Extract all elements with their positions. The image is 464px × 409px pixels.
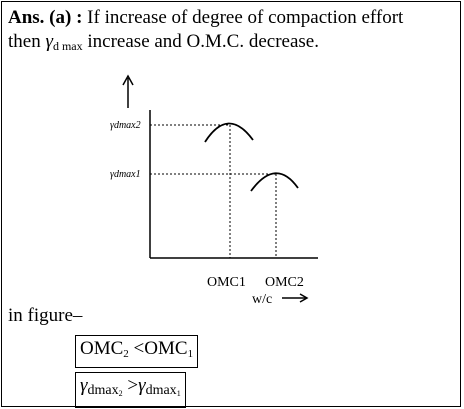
omc-right: OMC [144,338,188,359]
y-tick-lower: γdmax1 [110,169,141,180]
gamma-relation-box: γdmax2 >γdmax1 [75,372,186,408]
gamma-symbol: γ [45,31,53,52]
gamma-right: γ [138,375,146,396]
answer-lead: Ans. (a) : [8,7,83,28]
gamma-left-subsub: 2 [118,389,123,398]
y-tick-upper: γdmax2 [110,120,141,131]
gamma-operator: > [127,375,139,396]
answer-line-1: Ans. (a) : If increase of degree of comp… [8,6,458,30]
gamma-subscript: d max [52,39,83,53]
figure-caption: in figure– [8,305,83,326]
y-axis-arrow-head [122,74,134,86]
omc-left: OMC [80,338,124,359]
answer-text: Ans. (a) : If increase of degree of comp… [8,6,458,58]
answer-line2-text: increase and O.M.C. decrease. [87,31,319,52]
gamma-right-sub: dmax [145,383,177,398]
gamma-left: γ [80,375,88,396]
gamma-left-sub: dmax [87,383,119,398]
compaction-diagram: γdmax2 γdmax1 OMC1 OMC2 w/c [110,74,318,307]
omc-operator: < [133,338,145,359]
answer-line1-text: If increase of degree of compaction effo… [87,7,404,28]
gamma-right-subsub: 1 [176,389,181,398]
omc-left-sub: 2 [123,348,129,360]
x-tick-right: OMC2 [265,275,304,290]
compaction-curve-high-effort [204,122,254,143]
x-tick-left: OMC1 [207,275,246,290]
x-axis-label: w/c [252,292,272,307]
x-axis-label-arrow-head [299,293,309,303]
answer-line2-prefix: then [8,31,41,52]
omc-relation-box: OMC2 <OMC1 [75,335,199,368]
answer-line-2: then γd max increase and O.M.C. decrease… [8,30,458,58]
compaction-curve-low-effort [250,172,299,192]
omc-right-sub: 1 [187,348,194,360]
